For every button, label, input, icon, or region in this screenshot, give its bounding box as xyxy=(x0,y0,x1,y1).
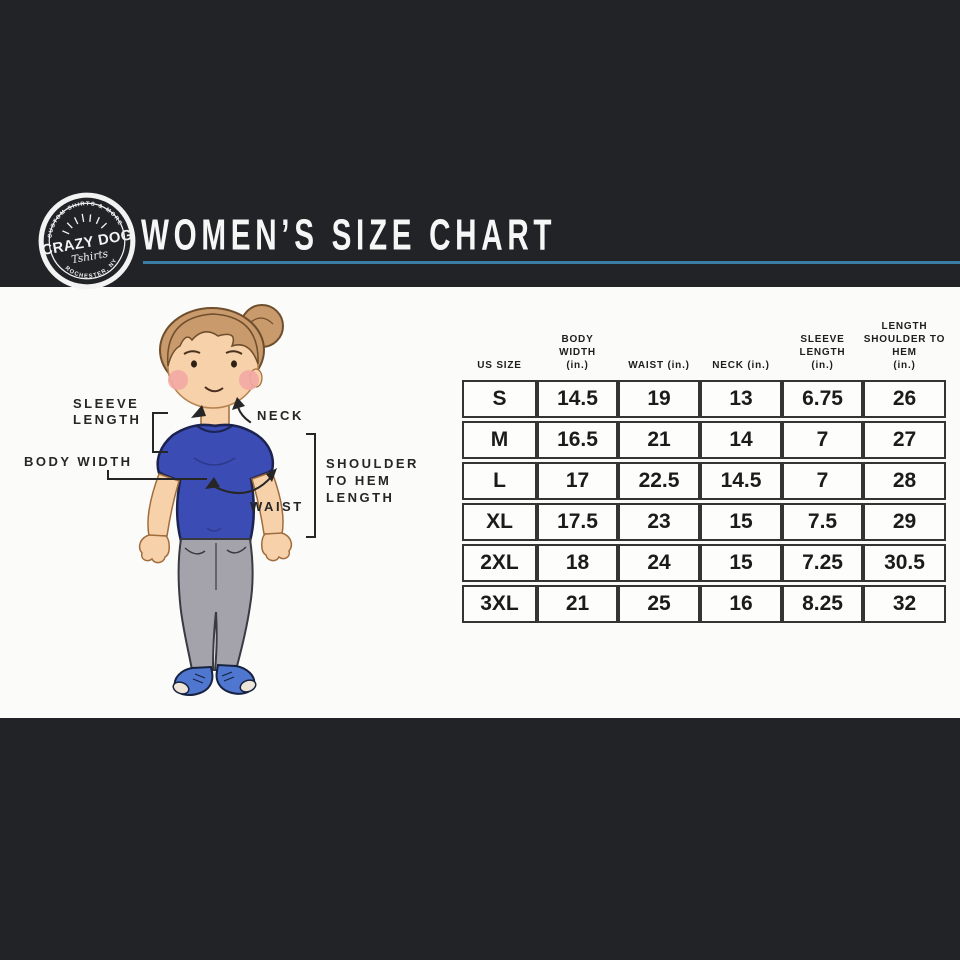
value-cell: 17 xyxy=(537,462,618,500)
logo-brand-script: Tshirts xyxy=(70,247,109,266)
value-cell: 23 xyxy=(618,503,700,541)
value-cell: 16 xyxy=(700,585,782,623)
size-cell: 3XL xyxy=(462,585,537,623)
shoulder-to-hem-label: SHOULDER TO HEM LENGTH xyxy=(326,456,419,505)
size-table-zone: US SIZE BODY WIDTH (in.) WAIST (in.) NEC… xyxy=(462,312,946,626)
waist-label: WAIST xyxy=(250,499,304,514)
table-row: 2XL 18 24 15 7.25 30.5 xyxy=(462,544,946,582)
eye-right xyxy=(231,360,237,368)
column-header-sleeve-length: SLEEVE LENGTH (in.) xyxy=(799,334,846,371)
logo-outer-ring xyxy=(38,192,136,290)
column-header-waist: WAIST (in.) xyxy=(628,360,690,371)
waist-arrow-icon xyxy=(205,477,220,489)
value-cell: 7 xyxy=(782,421,863,459)
hair-fringe xyxy=(166,313,259,367)
header-band xyxy=(0,0,960,287)
mouth xyxy=(204,386,224,393)
column-header-body-width: BODY WIDTH (in.) xyxy=(559,334,596,371)
size-cell: M xyxy=(462,421,537,459)
body-width-label: BODY WIDTH xyxy=(24,454,133,469)
value-cell: 29 xyxy=(863,503,946,541)
footer-band xyxy=(0,718,960,960)
neck-label: NECK xyxy=(257,408,304,423)
size-cell: L xyxy=(462,462,537,500)
measurement-diagram: SLEEVE LENGTH NECK BODY WIDTH WAIST SHOUL… xyxy=(24,304,419,696)
sleeve-length-label: SLEEVE LENGTH xyxy=(73,396,141,427)
pants xyxy=(177,538,254,671)
value-cell: 22.5 xyxy=(618,462,700,500)
hand-right xyxy=(261,532,293,562)
size-cell: S xyxy=(462,380,537,418)
size-cell: 2XL xyxy=(462,544,537,582)
value-cell: 14 xyxy=(700,421,782,459)
logo-sunburst-icon xyxy=(62,213,108,235)
neck-arrow-icon xyxy=(232,397,245,410)
neck-arrow-line xyxy=(236,405,252,424)
value-cell: 19 xyxy=(618,380,700,418)
column-header-us-size: US SIZE xyxy=(477,360,522,371)
value-cell: 15 xyxy=(700,544,782,582)
size-table-header-row: US SIZE BODY WIDTH (in.) WAIST (in.) NEC… xyxy=(462,312,946,376)
value-cell: 28 xyxy=(863,462,946,500)
value-cell: 8.25 xyxy=(782,585,863,623)
sneaker-left xyxy=(172,665,214,696)
blush-left xyxy=(168,370,188,390)
value-cell: 26 xyxy=(863,380,946,418)
blush-right xyxy=(239,370,259,390)
eye-left xyxy=(191,360,197,368)
size-cell: XL xyxy=(462,503,537,541)
waist-curve-line xyxy=(211,474,274,494)
sneaker-right xyxy=(215,663,257,695)
value-cell: 16.5 xyxy=(537,421,618,459)
woman-figure xyxy=(138,304,293,696)
value-cell: 18 xyxy=(537,544,618,582)
table-row: XL 17.5 23 15 7.5 29 xyxy=(462,503,946,541)
table-row: L 17 22.5 14.5 7 28 xyxy=(462,462,946,500)
value-cell: 32 xyxy=(863,585,946,623)
value-cell: 27 xyxy=(863,421,946,459)
waist-arrow2-icon xyxy=(266,468,277,482)
value-cell: 21 xyxy=(537,585,618,623)
table-row: S 14.5 19 13 6.75 26 xyxy=(462,380,946,418)
value-cell: 15 xyxy=(700,503,782,541)
value-cell: 14.5 xyxy=(537,380,618,418)
column-header-length-shoulder-to-hem: LENGTH SHOULDER TO HEM (in.) xyxy=(863,321,946,371)
shoulder-to-hem-bracket xyxy=(306,433,316,538)
pocket-right xyxy=(226,546,247,554)
column-header-neck: NECK (in.) xyxy=(712,360,770,371)
sleeve-arrow-icon xyxy=(191,405,206,418)
table-row: M 16.5 21 14 7 27 xyxy=(462,421,946,459)
value-cell: 7.25 xyxy=(782,544,863,582)
page-title: WOMEN’S SIZE CHART xyxy=(141,212,557,260)
value-cell: 7 xyxy=(782,462,863,500)
logo-inner-ring xyxy=(48,202,126,280)
value-cell: 14.5 xyxy=(700,462,782,500)
value-cell: 30.5 xyxy=(863,544,946,582)
crazy-dog-logo: CUSTOM SHIRTS & MORE CRAZY DOG Tshirts R… xyxy=(38,192,136,290)
arm-left xyxy=(147,473,180,537)
value-cell: 6.75 xyxy=(782,380,863,418)
value-cell: 7.5 xyxy=(782,503,863,541)
value-cell: 25 xyxy=(618,585,700,623)
pocket-left xyxy=(184,547,206,555)
title-underline xyxy=(143,261,960,264)
value-cell: 24 xyxy=(618,544,700,582)
table-row: 3XL 21 25 16 8.25 32 xyxy=(462,585,946,623)
collar xyxy=(196,425,233,433)
value-cell: 17.5 xyxy=(537,503,618,541)
size-table: S 14.5 19 13 6.75 26 M 16.5 21 14 7 27 L xyxy=(462,377,946,626)
body-width-line xyxy=(107,470,207,480)
value-cell: 21 xyxy=(618,421,700,459)
hand-left xyxy=(138,534,170,564)
sleeve-length-bracket xyxy=(152,412,168,453)
value-cell: 13 xyxy=(700,380,782,418)
